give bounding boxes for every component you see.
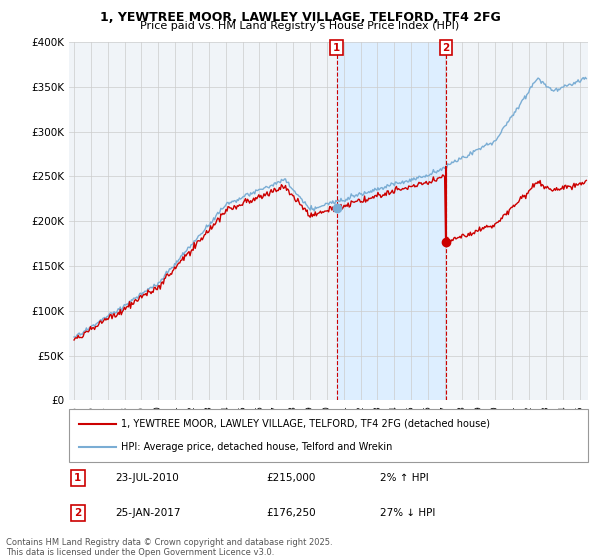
Text: 1: 1 — [74, 473, 82, 483]
Text: 1: 1 — [333, 43, 340, 53]
Text: 1, YEWTREE MOOR, LAWLEY VILLAGE, TELFORD, TF4 2FG: 1, YEWTREE MOOR, LAWLEY VILLAGE, TELFORD… — [100, 11, 500, 24]
Text: Contains HM Land Registry data © Crown copyright and database right 2025.
This d: Contains HM Land Registry data © Crown c… — [6, 538, 332, 557]
Text: £215,000: £215,000 — [266, 473, 316, 483]
FancyBboxPatch shape — [69, 409, 588, 462]
Text: 2: 2 — [443, 43, 450, 53]
Text: 2% ↑ HPI: 2% ↑ HPI — [380, 473, 429, 483]
Text: 27% ↓ HPI: 27% ↓ HPI — [380, 508, 436, 518]
Text: Price paid vs. HM Land Registry’s House Price Index (HPI): Price paid vs. HM Land Registry’s House … — [140, 21, 460, 31]
Text: 23-JUL-2010: 23-JUL-2010 — [116, 473, 179, 483]
Bar — [337, 42, 446, 400]
Text: 2: 2 — [74, 508, 82, 518]
Text: 1, YEWTREE MOOR, LAWLEY VILLAGE, TELFORD, TF4 2FG (detached house): 1, YEWTREE MOOR, LAWLEY VILLAGE, TELFORD… — [121, 419, 490, 429]
Text: 25-JAN-2017: 25-JAN-2017 — [116, 508, 181, 518]
Text: £176,250: £176,250 — [266, 508, 316, 518]
Text: HPI: Average price, detached house, Telford and Wrekin: HPI: Average price, detached house, Telf… — [121, 442, 392, 452]
